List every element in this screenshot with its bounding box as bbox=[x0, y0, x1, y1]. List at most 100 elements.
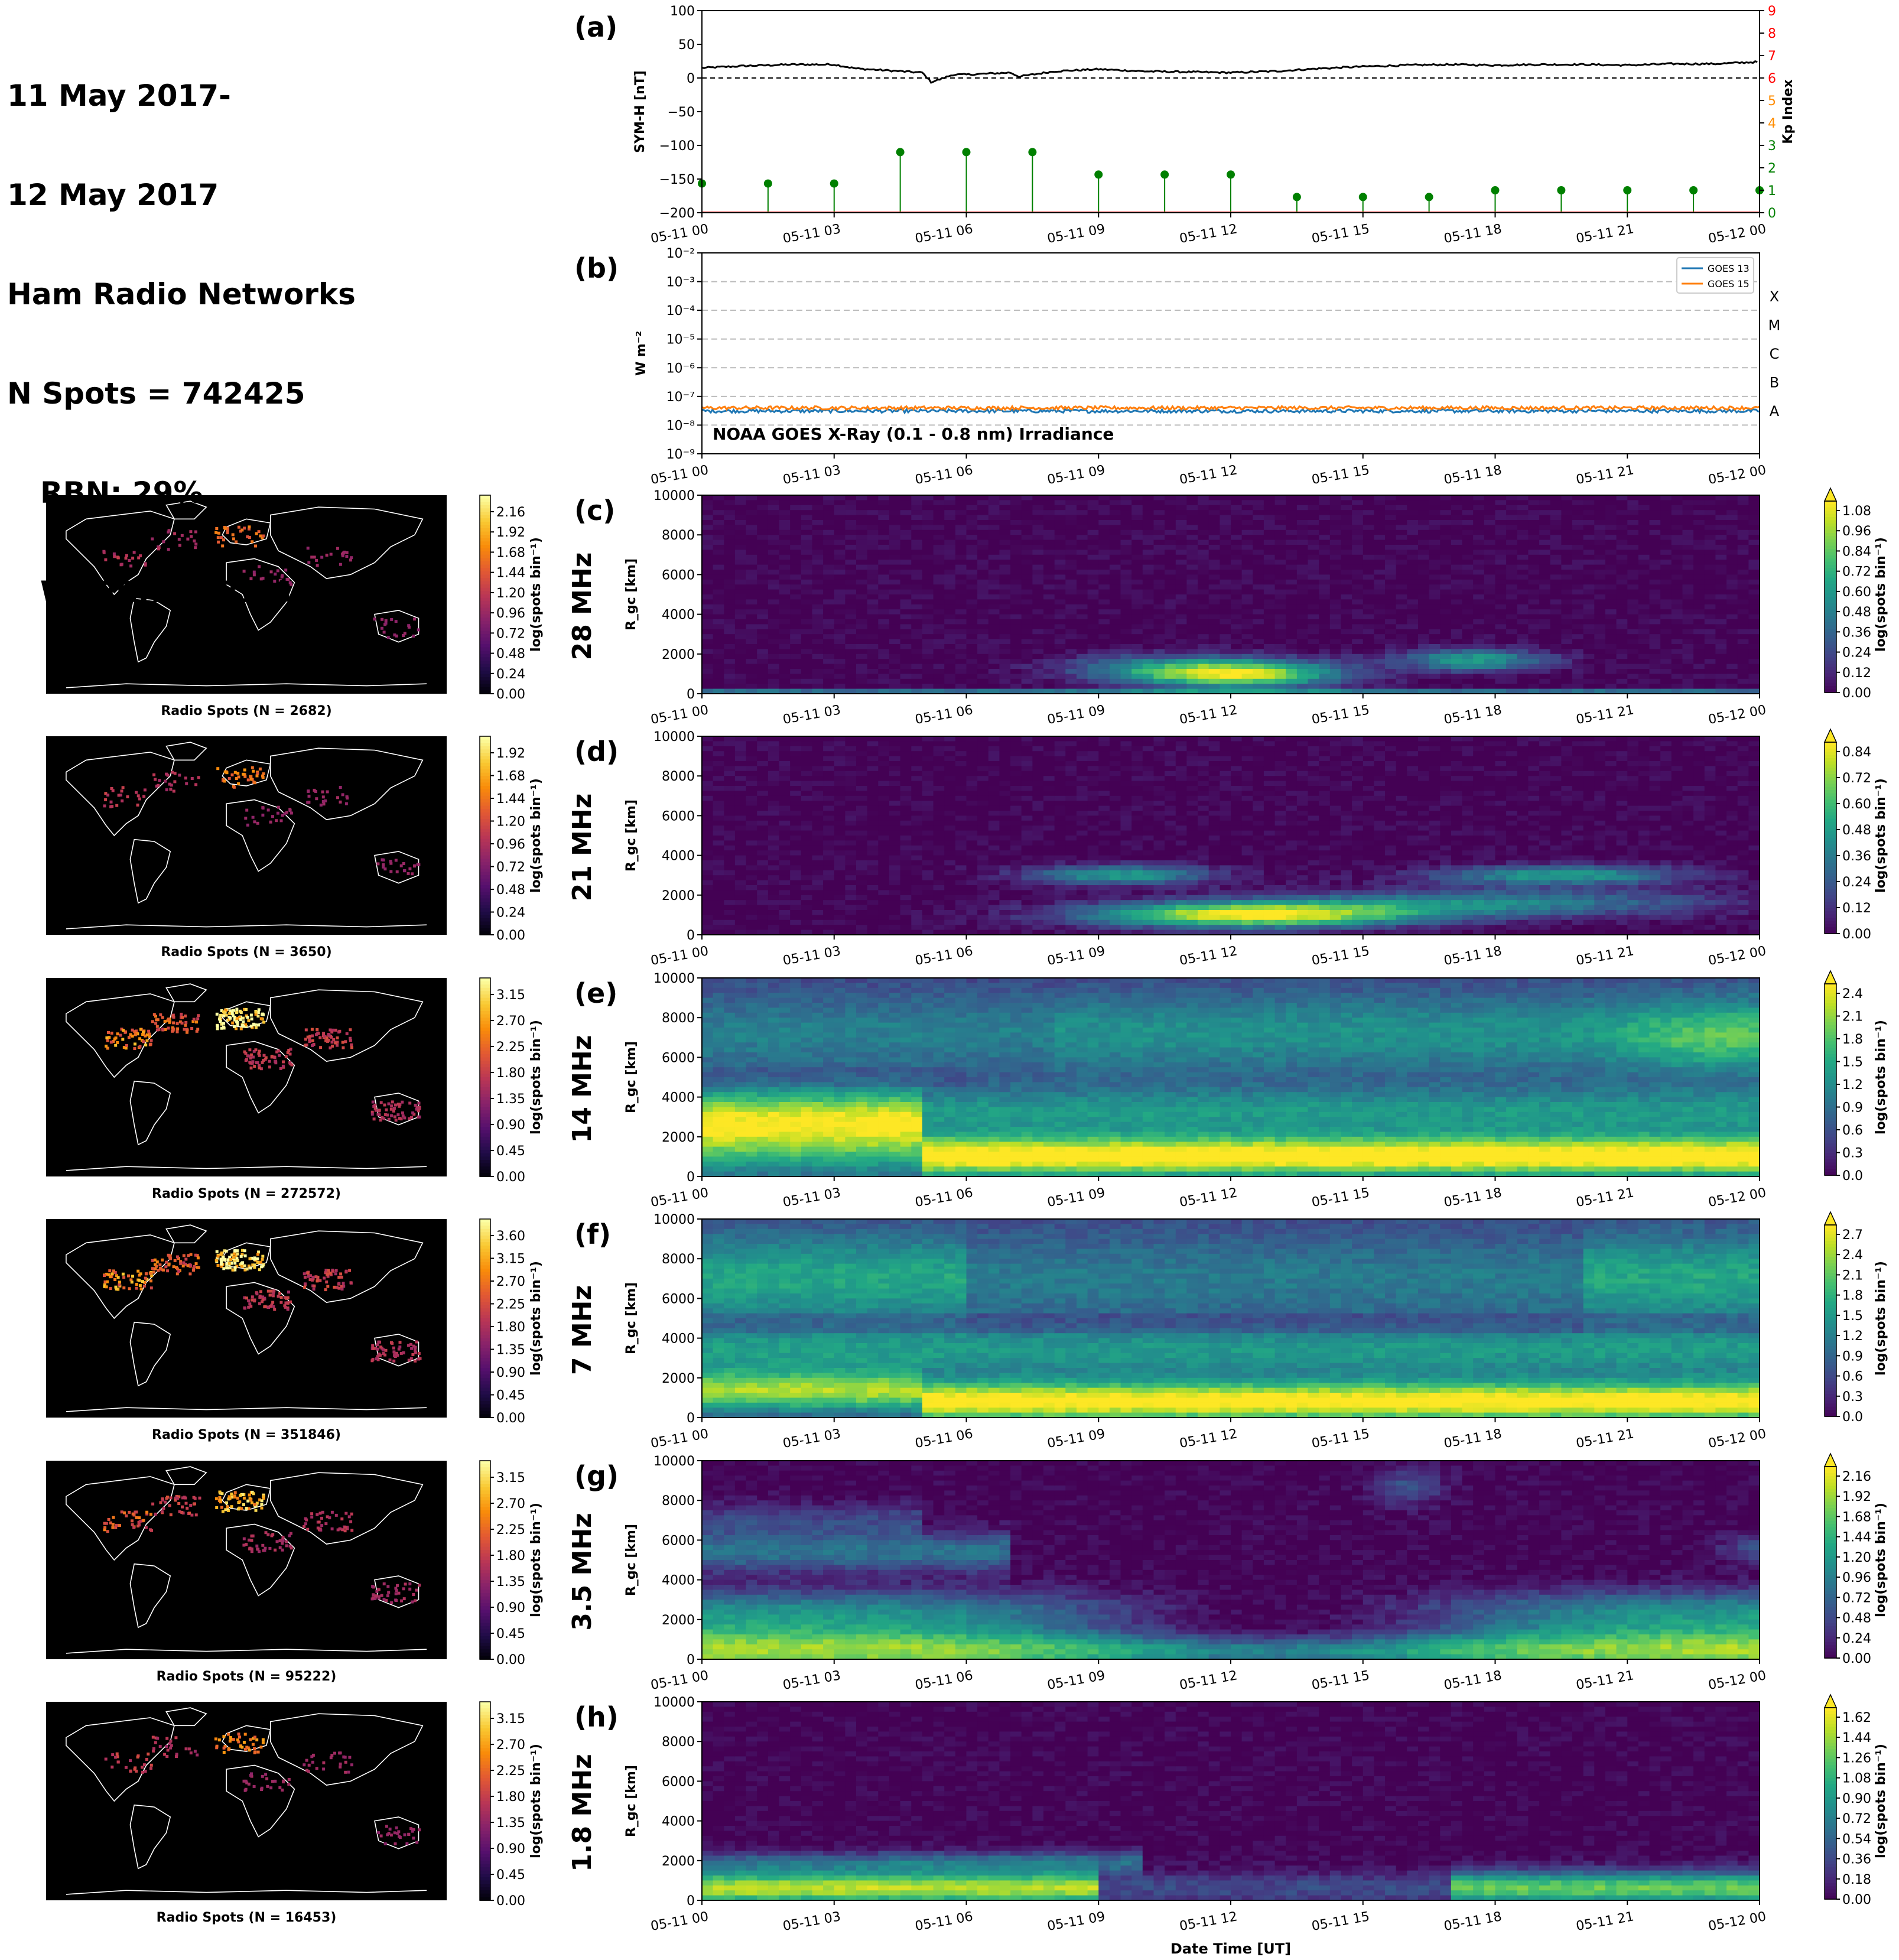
heat-cell bbox=[1209, 520, 1220, 525]
heat-cell bbox=[746, 649, 757, 654]
heat-cell bbox=[1748, 520, 1760, 525]
heat-cell bbox=[967, 584, 978, 590]
heat-cell bbox=[713, 560, 724, 565]
heat-cell bbox=[713, 771, 724, 776]
heat-cell bbox=[1440, 525, 1451, 530]
heat-cell bbox=[724, 615, 735, 620]
heat-cell bbox=[1495, 629, 1507, 635]
heat-cell bbox=[823, 796, 834, 801]
heat-cell bbox=[1594, 609, 1605, 615]
heat-cell bbox=[801, 580, 812, 585]
heat-cell bbox=[1715, 639, 1726, 645]
heat-cell bbox=[768, 525, 779, 530]
heat-cell bbox=[768, 885, 779, 890]
heat-cell bbox=[779, 870, 791, 876]
heat-cell bbox=[944, 684, 955, 689]
heat-cell bbox=[967, 555, 978, 560]
heat-cell bbox=[1065, 679, 1077, 684]
heat-cell bbox=[878, 520, 889, 525]
heat-cell bbox=[1010, 574, 1022, 580]
heat-cell bbox=[955, 674, 967, 679]
heat-cell bbox=[1231, 639, 1242, 645]
heat-cell bbox=[934, 644, 945, 649]
heat-cell bbox=[1275, 530, 1286, 535]
heat-cell bbox=[713, 545, 724, 550]
heat-cell bbox=[768, 815, 779, 821]
heat-cell bbox=[1055, 535, 1066, 540]
heat-cell bbox=[1495, 594, 1507, 600]
heat-cell bbox=[1209, 545, 1220, 550]
heat-cell bbox=[768, 890, 779, 895]
heat-cell bbox=[1650, 525, 1661, 530]
heat-cell bbox=[1672, 615, 1683, 620]
heat-cell bbox=[834, 639, 846, 645]
y-tick-label: 10⁻⁹ bbox=[666, 447, 695, 462]
heat-cell bbox=[735, 520, 746, 525]
map-colorbar-tick-label: 0.72 bbox=[496, 626, 525, 641]
heat-cell bbox=[977, 639, 988, 645]
heat-cell bbox=[1561, 669, 1572, 674]
heat-cell bbox=[724, 786, 735, 791]
heat-cell bbox=[988, 500, 1000, 505]
heat-cell bbox=[1220, 615, 1231, 620]
heat-cell bbox=[1418, 664, 1429, 669]
colorbar-cell bbox=[1825, 587, 1836, 591]
heat-cell bbox=[757, 776, 768, 781]
heat-cell bbox=[1022, 629, 1033, 635]
heat-cell bbox=[702, 796, 713, 801]
heat-cell bbox=[1330, 679, 1341, 684]
heat-cell bbox=[1176, 684, 1187, 689]
heat-cell bbox=[1110, 664, 1121, 669]
heat-cell bbox=[1374, 550, 1385, 555]
heat-cell bbox=[1462, 560, 1474, 565]
heat-cell bbox=[1110, 674, 1121, 679]
heat-cell bbox=[746, 535, 757, 540]
heat-cell bbox=[1198, 570, 1209, 575]
heat-cell bbox=[856, 771, 867, 776]
heat-cell bbox=[1253, 530, 1264, 535]
heat-cell bbox=[1010, 565, 1022, 570]
heat-cell bbox=[967, 599, 978, 604]
heat-cell bbox=[1550, 615, 1562, 620]
heat-cell bbox=[845, 540, 856, 545]
heat-cell bbox=[944, 664, 955, 669]
y-tick-label: 0 bbox=[687, 71, 695, 86]
heat-cell bbox=[1363, 535, 1374, 540]
heat-cell bbox=[1550, 525, 1562, 530]
y-tick-label: 10⁻² bbox=[666, 246, 695, 261]
heat-cell bbox=[845, 850, 856, 856]
heat-cell bbox=[1539, 624, 1550, 629]
heat-cell bbox=[1231, 644, 1242, 649]
heat-cell bbox=[922, 565, 934, 570]
heat-cell bbox=[1043, 619, 1055, 625]
heat-cell bbox=[779, 510, 791, 515]
heat-cell bbox=[768, 604, 779, 610]
heat-cell bbox=[779, 850, 791, 856]
heat-cell bbox=[944, 634, 955, 639]
heat-cell bbox=[790, 500, 801, 505]
map-colorbar-cell bbox=[480, 502, 490, 505]
heat-cell bbox=[1683, 535, 1694, 540]
heat-cell bbox=[779, 565, 791, 570]
heat-cell bbox=[1264, 565, 1275, 570]
heat-cell bbox=[724, 825, 735, 831]
heat-cell bbox=[779, 880, 791, 886]
heat-cell bbox=[922, 615, 934, 620]
heat-cell bbox=[735, 565, 746, 570]
heat-cell bbox=[1429, 615, 1440, 620]
heat-cell bbox=[1010, 495, 1022, 500]
heat-cell bbox=[768, 865, 779, 870]
colorbar-cell bbox=[1825, 520, 1836, 524]
heat-cell bbox=[1715, 629, 1726, 635]
heat-cell bbox=[1473, 515, 1484, 521]
heat-cell bbox=[757, 856, 768, 861]
heat-cell bbox=[1143, 495, 1154, 500]
heat-cell bbox=[867, 865, 879, 870]
heat-cell bbox=[1352, 530, 1363, 535]
heat-cell bbox=[1650, 590, 1661, 595]
heat-cell bbox=[1705, 584, 1716, 590]
heat-cell bbox=[1010, 634, 1022, 639]
heat-cell bbox=[1726, 530, 1738, 535]
heat-cell bbox=[834, 796, 846, 801]
